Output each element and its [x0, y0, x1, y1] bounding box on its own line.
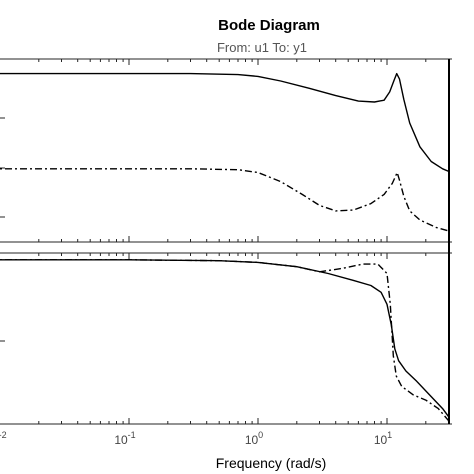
x-tick-label: 10-2	[0, 430, 7, 447]
chart-title: Bode Diagram	[218, 17, 320, 34]
x-tick-label-exponent: 1	[387, 430, 392, 440]
x-tick-label: 10-1	[114, 430, 135, 447]
magnitude-panel	[0, 58, 452, 243]
x-tick-label-base: 10	[114, 433, 128, 447]
chart-subtitle: From: u1 To: y1	[217, 40, 307, 55]
x-tick-label-exponent: -1	[128, 430, 136, 440]
x-tick-label-exponent: -2	[0, 430, 7, 440]
x-tick-label-base: 10	[245, 433, 259, 447]
x-tick-label: 101	[374, 430, 392, 447]
phase-series-group	[0, 259, 450, 425]
magnitude-series-solid-line	[0, 72, 450, 173]
magnitude-series-dashdot-line	[0, 168, 450, 232]
x-tick-label-base: 10	[374, 433, 388, 447]
x-tick-label-exponent: 0	[258, 430, 263, 440]
phase-series-dashdot-line	[0, 259, 450, 425]
phase-series-solid-line	[0, 259, 450, 418]
x-tick-label: 100	[245, 430, 263, 447]
phase-panel	[0, 252, 452, 425]
magnitude-series-group	[0, 72, 450, 232]
x-axis-label: Frequency (rad/s)	[216, 455, 326, 471]
